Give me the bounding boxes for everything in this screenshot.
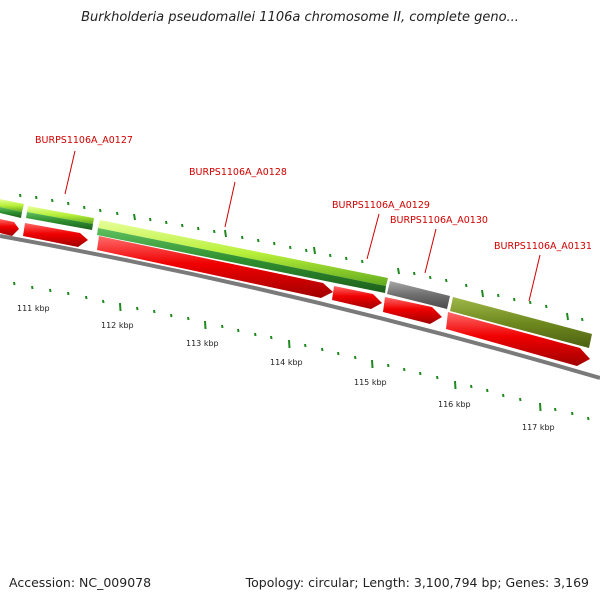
leader-line-a0129 bbox=[366, 213, 380, 260]
cds-arrow-a0130[interactable] bbox=[383, 297, 442, 324]
feature-a0128-light[interactable] bbox=[98, 220, 388, 286]
leader-line-a0127 bbox=[64, 150, 76, 195]
cds-track bbox=[0, 219, 590, 366]
gene-label-a0131[interactable]: BURPS1106A_A0131 bbox=[494, 241, 592, 252]
feature-track-upper bbox=[0, 199, 592, 348]
feature-partial-left-light[interactable] bbox=[0, 199, 24, 212]
outer-tick-track bbox=[19, 193, 584, 322]
feature-partial-left-dark[interactable] bbox=[0, 207, 22, 218]
leader-line-a0128 bbox=[224, 181, 236, 228]
gene-label-a0128[interactable]: BURPS1106A_A0128 bbox=[189, 167, 287, 178]
gene-label-a0130[interactable]: BURPS1106A_A0130 bbox=[390, 215, 488, 226]
map-title: Burkholderia pseudomallei 1106a chromoso… bbox=[81, 10, 519, 25]
scale-label: 111 kbp bbox=[17, 304, 50, 313]
scale-tick-track bbox=[13, 281, 590, 421]
scale-label: 114 kbp bbox=[270, 358, 303, 367]
feature-a0127-light[interactable] bbox=[27, 206, 94, 224]
leader-line-a0131 bbox=[528, 254, 541, 302]
gene-label-a0127[interactable]: BURPS1106A_A0127 bbox=[35, 135, 133, 146]
cds-arrow-a0129[interactable] bbox=[332, 286, 382, 309]
leader-line-a0130 bbox=[424, 228, 437, 274]
cds-arrow-a0128[interactable] bbox=[97, 236, 333, 298]
scale-label: 112 kbp bbox=[101, 321, 134, 330]
scale-label: 115 kbp bbox=[354, 378, 387, 387]
scale-label: 117 kbp bbox=[522, 423, 555, 432]
feature-a0128-dark[interactable] bbox=[97, 228, 386, 293]
gene-labels: BURPS1106A_A0127 BURPS1106A_A0128 BURPS1… bbox=[35, 135, 592, 302]
feature-a0130-gray[interactable] bbox=[387, 281, 450, 309]
cds-arrow-a0131[interactable] bbox=[446, 312, 590, 366]
backbone-line bbox=[0, 234, 600, 380]
feature-a0131-olive[interactable] bbox=[450, 297, 592, 348]
cds-arrow-left-partial[interactable] bbox=[0, 219, 19, 236]
scale-label: 113 kbp bbox=[186, 339, 219, 348]
sequence-summary-text: Topology: circular; Length: 3,100,794 bp… bbox=[245, 575, 589, 590]
feature-a0127-dark[interactable] bbox=[26, 212, 93, 230]
scale-labels: 111 kbp 112 kbp 113 kbp 114 kbp 115 kbp … bbox=[17, 304, 555, 432]
gene-label-a0129[interactable]: BURPS1106A_A0129 bbox=[332, 200, 430, 211]
scale-label: 116 kbp bbox=[438, 400, 471, 409]
accession-text: Accession: NC_009078 bbox=[9, 575, 152, 590]
cds-arrow-a0127[interactable] bbox=[23, 223, 88, 247]
